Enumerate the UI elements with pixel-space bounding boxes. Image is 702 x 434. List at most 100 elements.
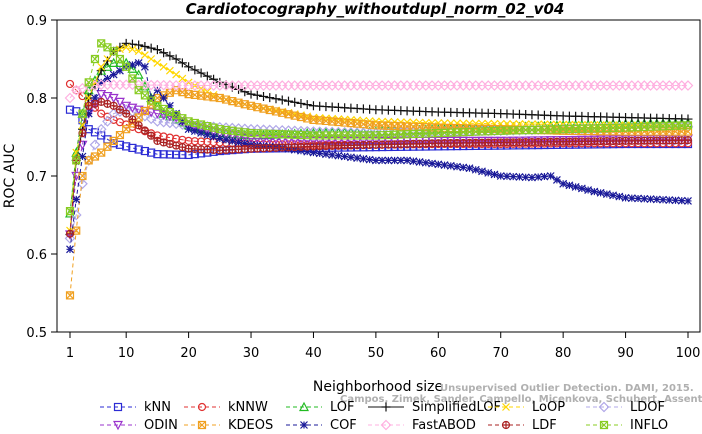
data-point xyxy=(103,55,112,63)
x-tick-label: 1 xyxy=(66,346,74,361)
y-tick-label: 0.8 xyxy=(26,92,47,107)
data-point xyxy=(222,135,230,144)
data-point xyxy=(103,74,112,83)
data-point xyxy=(589,135,600,146)
data-point xyxy=(290,97,300,107)
data-point xyxy=(96,90,107,100)
data-point xyxy=(203,137,212,146)
legend-label: ODIN xyxy=(144,418,178,433)
data-point xyxy=(133,105,144,115)
data-point xyxy=(308,136,319,147)
data-point xyxy=(477,136,487,147)
series-line xyxy=(69,93,688,235)
data-point xyxy=(364,136,375,147)
data-point xyxy=(91,94,99,102)
data-point xyxy=(97,109,106,118)
data-point xyxy=(134,121,143,130)
legend-item-simplifiedlof: SimplifiedLOF xyxy=(368,400,501,415)
data-point xyxy=(190,65,200,75)
data-point xyxy=(346,153,355,162)
data-point xyxy=(153,58,162,67)
data-point xyxy=(271,135,281,145)
legend-label: LOF xyxy=(330,400,355,415)
data-point xyxy=(484,168,493,177)
data-point xyxy=(89,139,101,151)
x-tick-label: 60 xyxy=(430,346,447,361)
data-point xyxy=(652,195,661,204)
data-point xyxy=(428,159,436,168)
legend-item-loop: LoOP xyxy=(488,400,565,415)
data-point xyxy=(458,136,469,147)
data-point xyxy=(109,70,118,79)
data-point xyxy=(633,135,644,145)
data-point xyxy=(153,150,162,159)
data-point xyxy=(552,175,561,184)
data-point xyxy=(452,136,463,147)
data-point xyxy=(158,116,169,128)
data-point xyxy=(147,131,156,140)
y-tick-label: 0.7 xyxy=(26,170,47,185)
data-point xyxy=(264,135,275,145)
data-point xyxy=(128,74,137,83)
x-tick-label: 80 xyxy=(555,346,572,361)
data-point xyxy=(122,43,131,52)
data-point xyxy=(65,105,75,114)
data-point xyxy=(495,136,506,147)
data-point xyxy=(109,47,118,56)
legend-item-odin: ODIN xyxy=(100,418,178,433)
legend-marker xyxy=(599,420,609,430)
data-point xyxy=(601,135,612,145)
data-point xyxy=(334,151,343,160)
data-point xyxy=(320,136,331,147)
data-point xyxy=(464,136,475,147)
legend-label: KDEOS xyxy=(228,418,273,433)
y-axis-label: ROC AUC xyxy=(2,143,18,208)
data-point xyxy=(197,129,206,137)
series-line xyxy=(69,84,688,99)
data-point xyxy=(345,136,356,147)
data-point xyxy=(134,145,143,154)
data-point xyxy=(146,108,157,118)
data-point xyxy=(528,173,536,182)
data-point xyxy=(328,151,337,159)
data-point xyxy=(146,43,156,53)
chart-title: Cardiotocography_withoutdupl_norm_02_v04 xyxy=(186,0,565,18)
data-point xyxy=(453,162,461,171)
data-point xyxy=(134,47,143,56)
x-tick-label: 70 xyxy=(492,346,509,361)
legend-label: kNNW xyxy=(228,400,268,415)
data-point xyxy=(327,136,338,147)
data-point xyxy=(570,135,581,146)
data-point xyxy=(514,136,525,146)
data-point xyxy=(128,143,137,153)
data-point xyxy=(353,154,362,162)
data-point xyxy=(140,42,150,52)
legend-marker xyxy=(113,402,123,412)
data-point xyxy=(102,116,113,127)
data-point xyxy=(590,187,599,196)
data-point xyxy=(545,136,556,146)
data-point xyxy=(65,229,75,238)
data-point xyxy=(246,89,256,99)
data-point xyxy=(303,147,312,156)
data-point xyxy=(665,196,674,204)
data-point xyxy=(503,172,511,181)
data-point xyxy=(558,136,569,146)
data-point xyxy=(128,60,137,69)
data-point xyxy=(314,136,325,147)
data-point xyxy=(95,123,107,135)
series-line xyxy=(69,62,689,250)
data-point xyxy=(178,74,187,83)
legend-marker xyxy=(502,403,510,411)
data-point xyxy=(84,78,93,87)
data-point xyxy=(265,93,275,103)
data-point xyxy=(190,127,199,135)
y-tick-label: 0.6 xyxy=(26,248,47,263)
data-point xyxy=(140,51,149,60)
data-point xyxy=(165,150,174,159)
data-point xyxy=(177,58,187,68)
data-point xyxy=(646,195,655,204)
data-point xyxy=(352,136,363,147)
series-fastabod xyxy=(64,79,694,104)
